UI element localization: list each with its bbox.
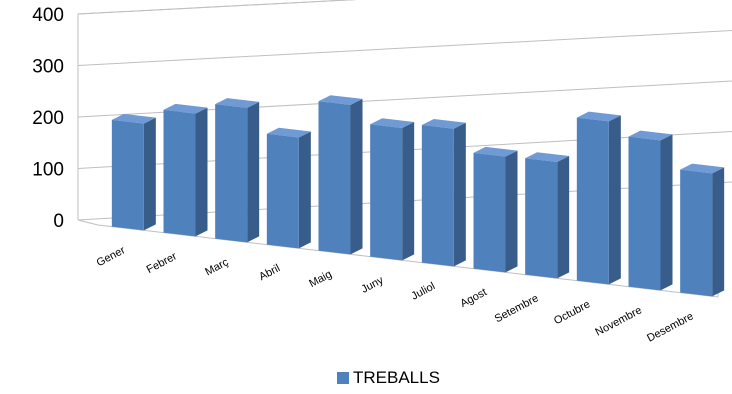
bar [525,152,570,279]
bar [576,111,621,285]
bar-top [370,118,415,129]
bar-top [525,152,570,162]
y-tick-label: 0 [53,211,64,232]
bar [628,130,673,291]
bar-side [350,98,363,255]
bar-front [628,136,661,291]
bar-side [143,117,156,231]
x-tick-label: Maig [307,268,334,290]
bar-top [215,98,260,108]
bar-top [111,113,156,124]
bar-chart: 0 100 200 300 400 Gener Febrer Març Abril Maig Ju… [32,0,732,345]
bar-side [608,115,621,285]
x-tick-label: Desembre [645,310,695,344]
bar [163,103,208,237]
bar-top [421,119,466,129]
bar-top [680,163,725,174]
bar [680,163,725,297]
y-tick-label: 100 [32,160,64,181]
x-tick-label: Juny [359,274,386,296]
x-tick-label: Agost [458,286,488,310]
bar-front [421,125,454,267]
bar [421,119,466,267]
bar-side [402,122,415,261]
bar [215,98,260,243]
bar-side [660,134,673,291]
y-axis-ticks: 0 100 200 300 400 [32,5,64,232]
bar-top [628,130,673,141]
bar-side [247,101,260,243]
bar-front [111,119,144,231]
y-tick-label: 300 [32,57,64,78]
bar-side [195,107,208,237]
bar-side [298,131,311,249]
x-tick-label: Febrer [145,250,180,276]
bar-front [266,133,299,249]
bar-front [318,101,351,255]
floor [77,219,719,298]
bar-side [453,122,466,267]
gridline [77,0,357,15]
legend: TREBALLS [337,368,440,388]
bar-front [370,124,403,261]
x-tick-label: Gener [95,244,128,269]
x-tick-label: Març [203,256,231,278]
legend-swatch [337,372,349,384]
bar-front [680,169,713,297]
bar-front [473,152,506,273]
gridline [77,30,732,66]
bar-top [266,127,311,138]
bar-front [576,117,609,285]
bar [266,127,311,249]
y-tick-label: 200 [32,108,64,129]
bar-side [712,167,725,297]
legend-label: TREBALLS [353,368,440,387]
y-tick-label: 400 [32,5,64,26]
bar [473,146,518,273]
bar [318,95,363,255]
bar-top [473,146,518,157]
bars [111,95,725,297]
x-tick-label: Novembre [593,304,643,338]
bar-top [318,95,363,105]
bar-top [576,111,621,122]
bar [370,118,415,261]
bar [111,113,156,231]
bar-side [505,150,518,273]
bar-side [557,155,570,279]
x-tick-label: Setembre [493,292,541,325]
bar-top [163,103,208,114]
bar-front [525,158,558,279]
bar-front [163,109,196,237]
x-tick-label: Octubre [552,298,592,327]
x-tick-label: Juliol [409,280,437,302]
x-tick-label: Abril [257,262,282,283]
bar-front [215,104,248,243]
